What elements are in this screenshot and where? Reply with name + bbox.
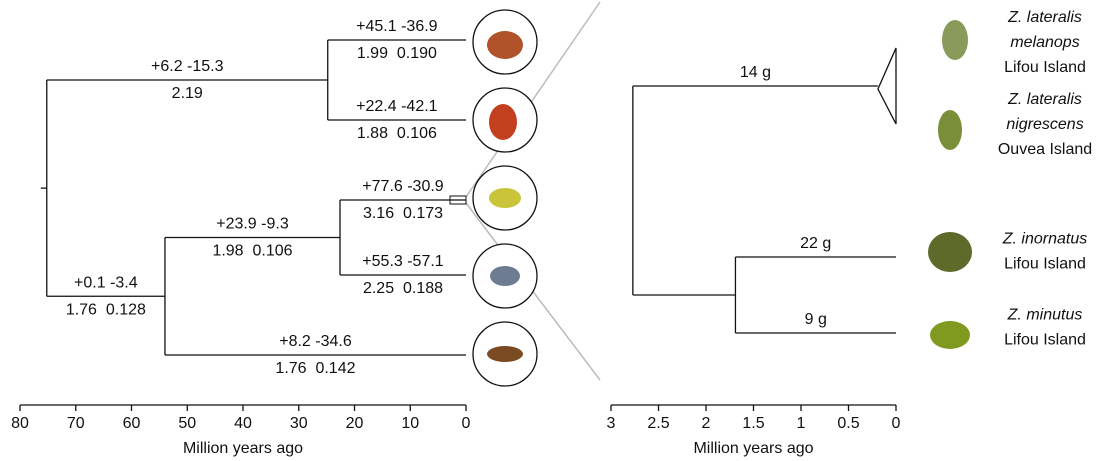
branch-label: 2.25 0.188 bbox=[363, 280, 443, 297]
x-tick-label: 2 bbox=[702, 415, 711, 432]
branch-label: +22.4 -42.1 bbox=[356, 98, 438, 115]
x-tick-label: 0 bbox=[462, 415, 471, 432]
island-name: Lifou Island bbox=[1004, 59, 1086, 76]
branch-label: 1.98 0.106 bbox=[212, 243, 292, 260]
species-photos bbox=[928, 20, 972, 349]
species-name: nigrescens bbox=[1006, 116, 1083, 133]
branch-label: +0.1 -3.4 bbox=[74, 274, 138, 291]
branch-label: 22 g bbox=[800, 235, 831, 252]
island-name: Ouvea Island bbox=[998, 141, 1092, 158]
x-tick-label: 0 bbox=[892, 415, 901, 432]
x-axis-label: Million years ago bbox=[693, 440, 813, 457]
x-tick-label: 70 bbox=[67, 415, 85, 432]
x-tick-label: 1 bbox=[797, 415, 806, 432]
collapsed-clade bbox=[878, 48, 896, 124]
x-tick-label: 2.5 bbox=[647, 415, 669, 432]
x-tick-label: 80 bbox=[11, 415, 29, 432]
branch-label: 1.99 0.190 bbox=[357, 45, 437, 62]
x-tick-label: 3 bbox=[607, 415, 616, 432]
x-tick-label: 10 bbox=[401, 415, 419, 432]
branch-label: 3.16 0.173 bbox=[363, 205, 443, 222]
branch-label: +8.2 -34.6 bbox=[279, 333, 352, 350]
x-tick-label: 0.5 bbox=[837, 415, 859, 432]
branch-label: +6.2 -15.3 bbox=[151, 58, 224, 75]
branch-label: 1.76 0.128 bbox=[66, 301, 146, 318]
branch-label: 2.19 bbox=[172, 85, 203, 102]
branch-label: 1.76 0.142 bbox=[275, 360, 355, 377]
x-axis-label: Million years ago bbox=[183, 440, 303, 457]
branch-label: +23.9 -9.3 bbox=[216, 216, 289, 233]
x-tick-label: 1.5 bbox=[742, 415, 764, 432]
figure: 80706050403020100Million years ago+45.1 … bbox=[0, 0, 1104, 461]
branch-label: 14 g bbox=[740, 64, 771, 81]
bird-icons bbox=[473, 10, 537, 386]
branch-label: +55.3 -57.1 bbox=[362, 253, 444, 270]
species-name: Z. minutus bbox=[1007, 307, 1083, 324]
island-name: Lifou Island bbox=[1004, 256, 1086, 273]
species-name: Z. inornatus bbox=[1002, 231, 1087, 248]
species-name: Z. lateralis bbox=[1007, 9, 1082, 26]
branch-label: +45.1 -36.9 bbox=[356, 18, 438, 35]
species-name: melanops bbox=[1010, 34, 1079, 51]
species-name: Z. lateralis bbox=[1007, 91, 1082, 108]
x-tick-label: 30 bbox=[290, 415, 308, 432]
branch-label: 1.88 0.106 bbox=[357, 125, 437, 142]
x-tick-label: 20 bbox=[346, 415, 364, 432]
x-tick-label: 60 bbox=[123, 415, 141, 432]
branch-label: +77.6 -30.9 bbox=[362, 178, 444, 195]
island-name: Lifou Island bbox=[1004, 332, 1086, 349]
x-tick-label: 40 bbox=[234, 415, 252, 432]
x-tick-label: 50 bbox=[178, 415, 196, 432]
branch-label: 9 g bbox=[805, 311, 827, 328]
